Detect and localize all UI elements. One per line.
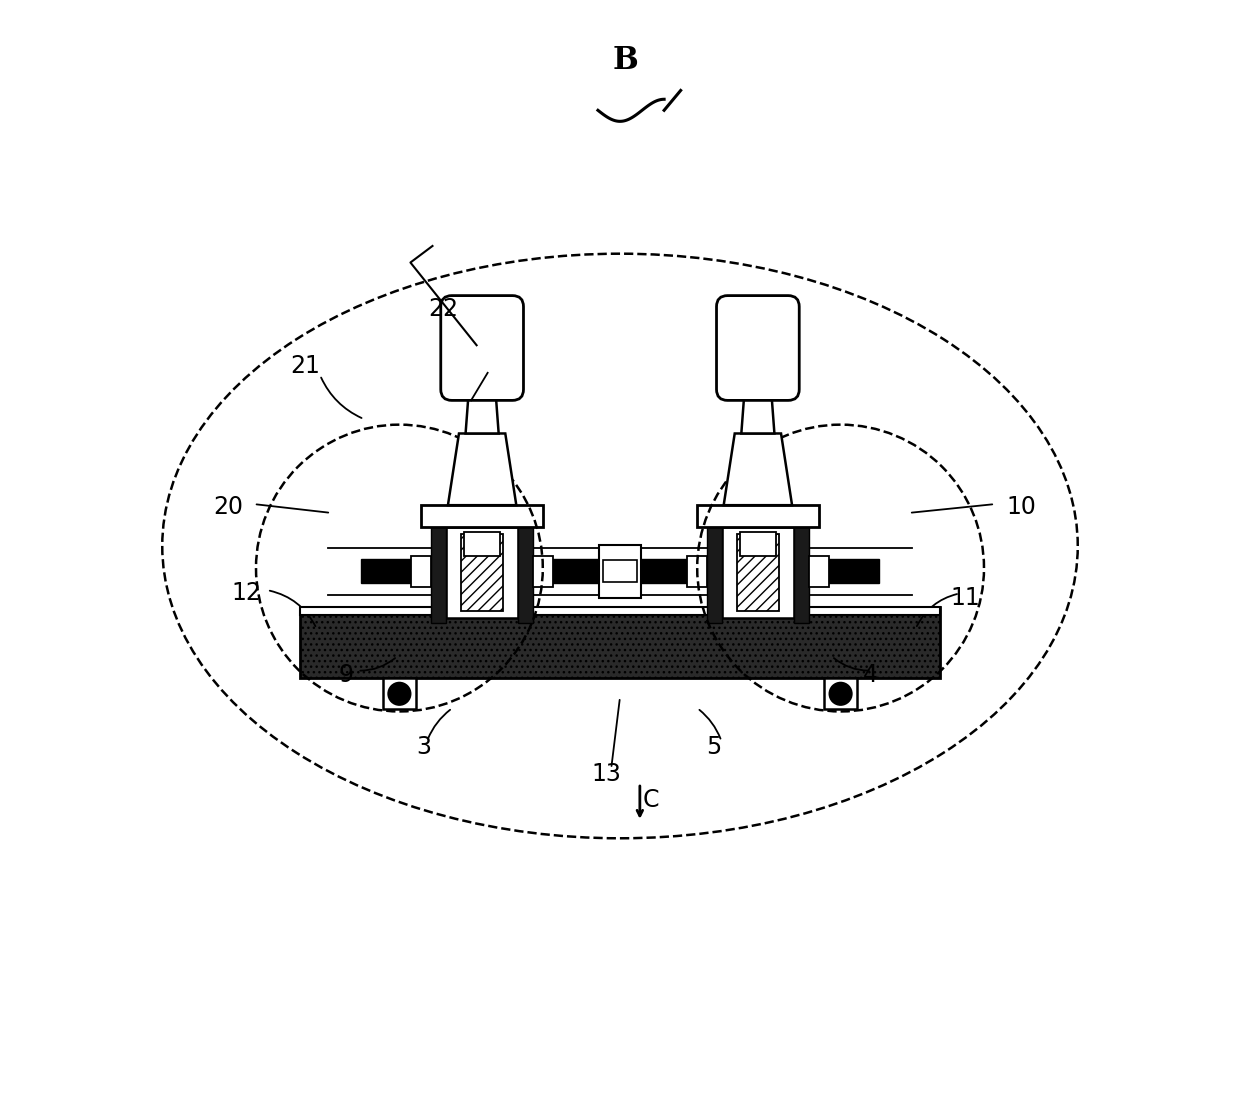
Bar — [687, 556, 707, 587]
Text: 3: 3 — [417, 735, 432, 759]
Text: B: B — [613, 45, 639, 76]
Bar — [361, 559, 879, 583]
Bar — [737, 534, 779, 611]
Text: 9: 9 — [339, 663, 353, 687]
FancyBboxPatch shape — [717, 296, 800, 400]
FancyBboxPatch shape — [440, 296, 523, 400]
Polygon shape — [724, 433, 792, 505]
Bar — [430, 520, 446, 623]
Circle shape — [388, 683, 410, 705]
Bar — [707, 520, 722, 623]
Polygon shape — [448, 433, 516, 505]
Bar — [810, 556, 830, 587]
Text: 22: 22 — [429, 297, 459, 321]
Bar — [722, 527, 794, 618]
Bar — [599, 545, 641, 598]
Polygon shape — [465, 389, 498, 433]
Bar — [604, 560, 636, 582]
Polygon shape — [742, 389, 775, 433]
Bar — [446, 527, 518, 618]
Bar — [825, 678, 857, 709]
Bar — [300, 607, 940, 678]
Bar — [300, 607, 940, 615]
Circle shape — [830, 683, 852, 705]
Text: 4: 4 — [863, 663, 878, 687]
Text: 11: 11 — [951, 586, 981, 610]
Bar — [794, 520, 810, 623]
Text: 12: 12 — [232, 581, 262, 606]
Bar — [461, 534, 503, 611]
Text: 5: 5 — [706, 735, 722, 759]
Bar — [422, 505, 543, 527]
Bar — [518, 520, 533, 623]
Bar — [383, 678, 415, 709]
Text: 13: 13 — [591, 762, 621, 786]
Bar — [740, 532, 775, 556]
Bar — [697, 505, 818, 527]
Bar — [533, 556, 553, 587]
Text: C: C — [642, 788, 660, 812]
Text: 21: 21 — [290, 354, 321, 378]
Bar — [465, 532, 500, 556]
Text: 20: 20 — [213, 495, 243, 520]
Text: 10: 10 — [1006, 495, 1035, 520]
Bar — [300, 607, 940, 615]
Bar — [410, 556, 430, 587]
